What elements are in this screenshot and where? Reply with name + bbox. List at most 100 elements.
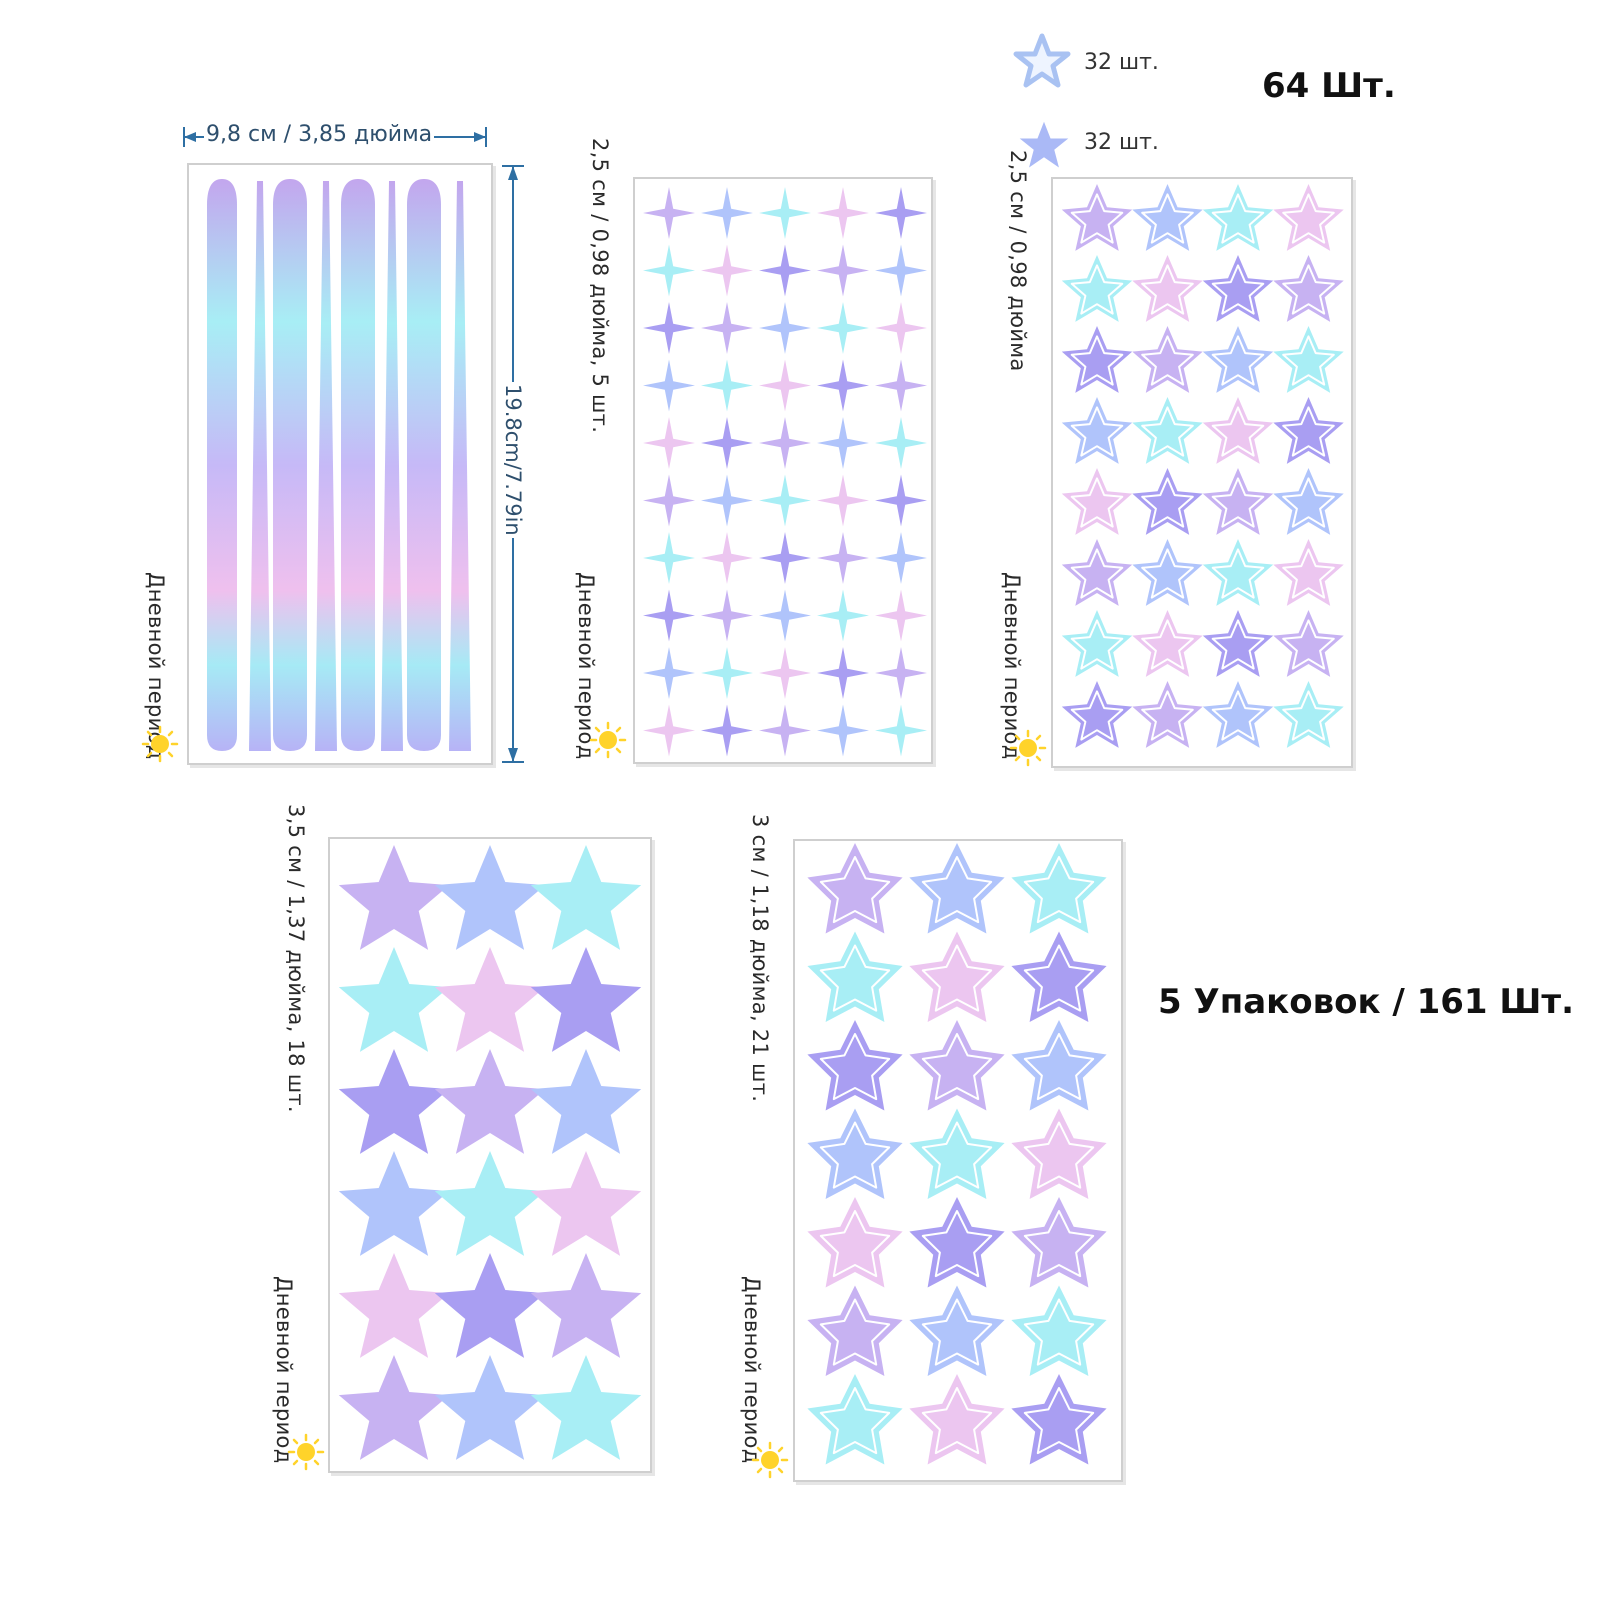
small-star-sticker: [1132, 468, 1203, 535]
large-star-sticker: [530, 845, 642, 950]
sparkle-sticker: [701, 474, 753, 527]
stripe-sticker-sheet: [187, 163, 493, 765]
medium-star-stickers: [807, 843, 1107, 1465]
sparkle-sticker: [759, 302, 811, 354]
medium-star-sticker-outline: [819, 944, 891, 1012]
small-star-sticker: [1061, 184, 1133, 251]
sparkle-sticker: [875, 532, 927, 584]
small-star-sticker: [1061, 397, 1133, 464]
sparkle-sticker: [875, 302, 927, 354]
sparkle-sticker: [759, 532, 811, 584]
small-star-sticker-outline: [1141, 619, 1194, 670]
medium-star-sticker: [807, 1108, 903, 1199]
sparkle-stickers: [643, 187, 927, 757]
medium-star-sticker-outline: [921, 1033, 993, 1101]
small-star-sticker: [1273, 326, 1344, 393]
medium-star-sticker-outline: [1023, 1387, 1095, 1455]
large-star-sticker: [530, 1049, 642, 1154]
sheet1-mode-label: Дневной период: [144, 572, 168, 760]
sheet5-size-caption: 3 см / 1,18 дюйма, 21 шт.: [748, 814, 772, 1103]
sparkle-sticker: [875, 244, 927, 297]
small-star-sticker-outline: [1070, 477, 1124, 528]
small-star-sticker-outline: [1141, 335, 1194, 386]
small-star-sticker-outline: [1282, 264, 1335, 315]
small-star-sticker: [1202, 255, 1274, 322]
sparkle-sticker: [759, 417, 811, 469]
small-star-sticker-outline: [1211, 690, 1265, 741]
sparkle-sticker: [643, 589, 695, 642]
medium-star-sticker: [909, 1108, 1005, 1199]
small-star-sticker: [1132, 681, 1203, 748]
medium-star-sticker-outline: [1023, 1210, 1095, 1278]
small-star-sticker: [1273, 255, 1344, 322]
small-star-sticker: [1273, 610, 1344, 677]
small-star-sticker-outline: [1282, 193, 1335, 244]
sparkle-sticker: [759, 359, 811, 412]
small-star-sticker-outline: [1211, 477, 1265, 528]
small-star-sticker: [1061, 326, 1133, 393]
medium-star-sticker: [807, 1020, 903, 1111]
sheet4-size-caption: 3,5 см / 1,37 дюйма, 18 шт.: [284, 804, 308, 1113]
legend-solid-count: 32 шт.: [1084, 130, 1159, 155]
medium-star-sticker: [807, 931, 903, 1022]
sparkle-sticker: [875, 187, 927, 239]
sparkle-sticker: [875, 417, 927, 469]
small-star-sticker-outline: [1070, 406, 1124, 457]
small-star-sticker-outline: [1070, 619, 1124, 670]
small-star-sticker-outline: [1282, 690, 1335, 741]
large-star-sticker: [434, 845, 546, 950]
small-star-sticker: [1273, 468, 1344, 535]
sparkle-sticker: [817, 302, 869, 354]
small-star-sticker-outline: [1211, 264, 1265, 315]
small-star-sticker-outline: [1070, 690, 1124, 741]
medium-star-sticker: [807, 1197, 903, 1288]
medium-star-sticker: [1011, 843, 1107, 934]
small-star-sticker: [1061, 539, 1133, 606]
small-star-sticker: [1273, 681, 1344, 748]
sparkle-sticker: [817, 704, 869, 757]
small-star-sticker: [1202, 610, 1274, 677]
small-star-sticker-outline: [1141, 548, 1194, 599]
sparkle-sticker: [643, 647, 695, 699]
large-star-stickers: [338, 845, 642, 1460]
medium-star-sticker-sheet: [793, 839, 1123, 1482]
small-star-sticker-outline: [1070, 264, 1124, 315]
sparkle-sticker: [643, 187, 695, 239]
sparkle-sticker: [817, 532, 869, 584]
sparkle-sticker: [643, 417, 695, 469]
medium-star-sticker: [1011, 1020, 1107, 1111]
small-star-sticker-outline: [1070, 548, 1124, 599]
small-star-sticker-outline: [1282, 619, 1335, 670]
sparkle-sticker: [759, 244, 811, 297]
sparkle-sticker: [643, 474, 695, 527]
solid-star-icon: [1019, 121, 1069, 168]
stripe-stickers: [207, 179, 471, 751]
sparkle-sticker: [701, 417, 753, 469]
small-star-sticker-outline: [1282, 406, 1335, 457]
sparkle-sticker: [643, 244, 695, 297]
sheet2-mode-label: Дневной период: [574, 572, 598, 760]
small-star-sticker: [1061, 610, 1133, 677]
medium-star-sticker: [1011, 1285, 1107, 1376]
medium-star-sticker-outline: [1023, 1298, 1095, 1366]
medium-star-sticker-outline: [1023, 944, 1095, 1012]
sparkle-sticker: [817, 244, 869, 297]
medium-star-sticker: [1011, 931, 1107, 1022]
sparkle-sticker: [875, 474, 927, 527]
medium-star-sticker: [1011, 1197, 1107, 1288]
total-top-label: 64 Шт.: [1262, 66, 1396, 106]
medium-star-sticker-outline: [921, 1298, 993, 1366]
small-star-sticker: [1061, 681, 1133, 748]
large-star-sticker: [338, 1151, 450, 1256]
sparkle-sticker: [701, 704, 753, 757]
medium-star-sticker-outline: [819, 856, 891, 924]
small-star-sticker-outline: [1211, 548, 1265, 599]
small-star-sticker: [1273, 539, 1344, 606]
small-star-sticker: [1061, 255, 1133, 322]
small-star-stickers: [1061, 184, 1344, 748]
small-star-sticker-outline: [1282, 335, 1335, 386]
small-star-sticker-outline: [1141, 264, 1194, 315]
small-star-sticker: [1202, 468, 1274, 535]
small-star-sticker-outline: [1282, 548, 1335, 599]
large-star-sticker: [530, 947, 642, 1052]
